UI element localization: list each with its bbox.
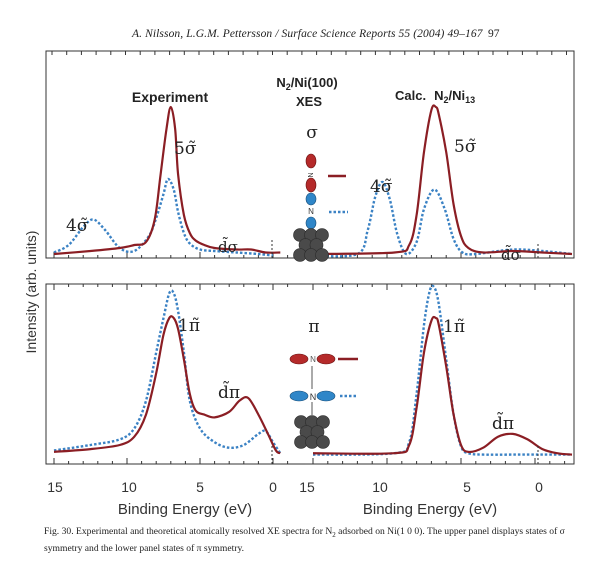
- xtick-left-10: 10: [121, 479, 137, 495]
- sigma-symbol: σ: [306, 123, 318, 143]
- xtick-left-15: 15: [47, 479, 63, 495]
- label-calc-4sigma: 4σ̃: [370, 177, 393, 197]
- x-tick-labels: 15 10 5 0 15 10 5 0: [47, 479, 543, 495]
- series-2-dotted: [53, 289, 282, 454]
- ni-cluster-sigma-icon: [293, 228, 329, 262]
- series-0-solid: [53, 105, 281, 256]
- running-head-authors: A. Nilsson, L.G.M. Pettersson / Surface …: [132, 28, 483, 40]
- right-title-sub2: 2: [443, 95, 448, 105]
- zero-markers: [271, 240, 539, 464]
- series-2-solid: [53, 315, 281, 455]
- inner-n-atom-upper-lobe-icon: [305, 192, 317, 206]
- outer-n-atom-icon: [305, 153, 317, 169]
- center-title-rest: /Ni(100): [291, 75, 338, 90]
- label-calc-5sigma: 5σ̃: [454, 137, 477, 157]
- ni-cluster-pi-icon: [294, 415, 330, 449]
- label-exp-5sigma: 5σ̃: [174, 139, 197, 159]
- caption-text-a: Experimental and theoretical atomically …: [73, 526, 333, 537]
- xtick-left-5: 5: [196, 479, 204, 495]
- caption-text-b: adsorbed on Ni(1 0 0). The upper panel d…: [44, 526, 565, 554]
- series-1-solid: [312, 104, 573, 256]
- label-exp-dpi: d̃π: [218, 381, 240, 403]
- figure-caption: Fig. 30. Experimental and theoretical at…: [44, 525, 584, 555]
- right-title-slash: /Ni: [448, 88, 465, 103]
- atom-n-label-outer: N: [306, 172, 313, 177]
- left-panel-title: Experiment: [132, 89, 209, 105]
- center-subtitle: XES: [296, 94, 322, 109]
- atom-n-label-inner: N: [308, 207, 314, 216]
- atom-n-label-pi-inner: N: [310, 392, 317, 402]
- x-axis-label-right: Binding Energy (eV): [363, 501, 497, 518]
- xtick-right-0: 0: [535, 479, 543, 495]
- right-title-n: N: [434, 88, 443, 103]
- center-title-n: N: [276, 75, 285, 90]
- y-axis-label: Intensity (arb. units): [23, 231, 39, 354]
- right-panel-title: Calc. N2/Ni13: [395, 88, 475, 105]
- right-title-sub13: 13: [465, 95, 475, 105]
- xtick-right-10: 10: [372, 479, 388, 495]
- label-exp-1pi: 1π̃: [178, 316, 200, 336]
- label-exp-dsigma: d̃σ: [218, 237, 238, 256]
- page-number: 97: [488, 28, 500, 40]
- xtick-right-15: 15: [299, 479, 315, 495]
- label-calc-dsigma: d̃σ: [501, 245, 521, 264]
- atom-n-label-pi-outer: N: [310, 355, 316, 364]
- ni-atom-icon: [316, 435, 330, 449]
- center-title-sub: 2: [286, 82, 291, 92]
- outer-n-pi-left-lobe-icon: [289, 353, 309, 365]
- x-axis-label-left: Binding Energy (eV): [118, 501, 252, 518]
- label-calc-1pi: 1π̃: [443, 317, 465, 337]
- xtick-left-0: 0: [269, 479, 277, 495]
- tick-marks: [51, 51, 567, 465]
- pi-molecule-icon: N N: [289, 353, 336, 415]
- inner-n-pi-left-lobe-icon: [289, 390, 309, 402]
- sigma-molecule-icon: N N: [305, 153, 317, 230]
- caption-sub: 2: [332, 530, 336, 539]
- center-title: N2/Ni(100): [276, 75, 337, 92]
- label-calc-dpi: d̃π: [492, 412, 514, 434]
- xtick-right-5: 5: [463, 479, 471, 495]
- ni-atom-icon: [315, 248, 329, 262]
- inner-n-atom-icon: [305, 216, 317, 230]
- outer-n-pi-right-lobe-icon: [316, 353, 336, 365]
- right-title-prefix: Calc.: [395, 88, 426, 103]
- running-head: A. Nilsson, L.G.M. Pettersson / Surface …: [0, 28, 603, 44]
- caption-label: Fig. 30.: [44, 526, 74, 537]
- frame-lower: [45, 283, 575, 465]
- pi-symbol: π: [308, 317, 319, 337]
- series-3-dotted: [312, 284, 572, 456]
- series-1-dotted: [312, 180, 573, 258]
- outer-n-atom-lower-lobe-icon: [305, 177, 317, 193]
- inner-n-pi-right-lobe-icon: [316, 390, 336, 402]
- label-exp-4sigma: 4σ̃: [66, 216, 89, 236]
- series-3-solid: [312, 315, 573, 456]
- spectra-curves: [53, 104, 573, 456]
